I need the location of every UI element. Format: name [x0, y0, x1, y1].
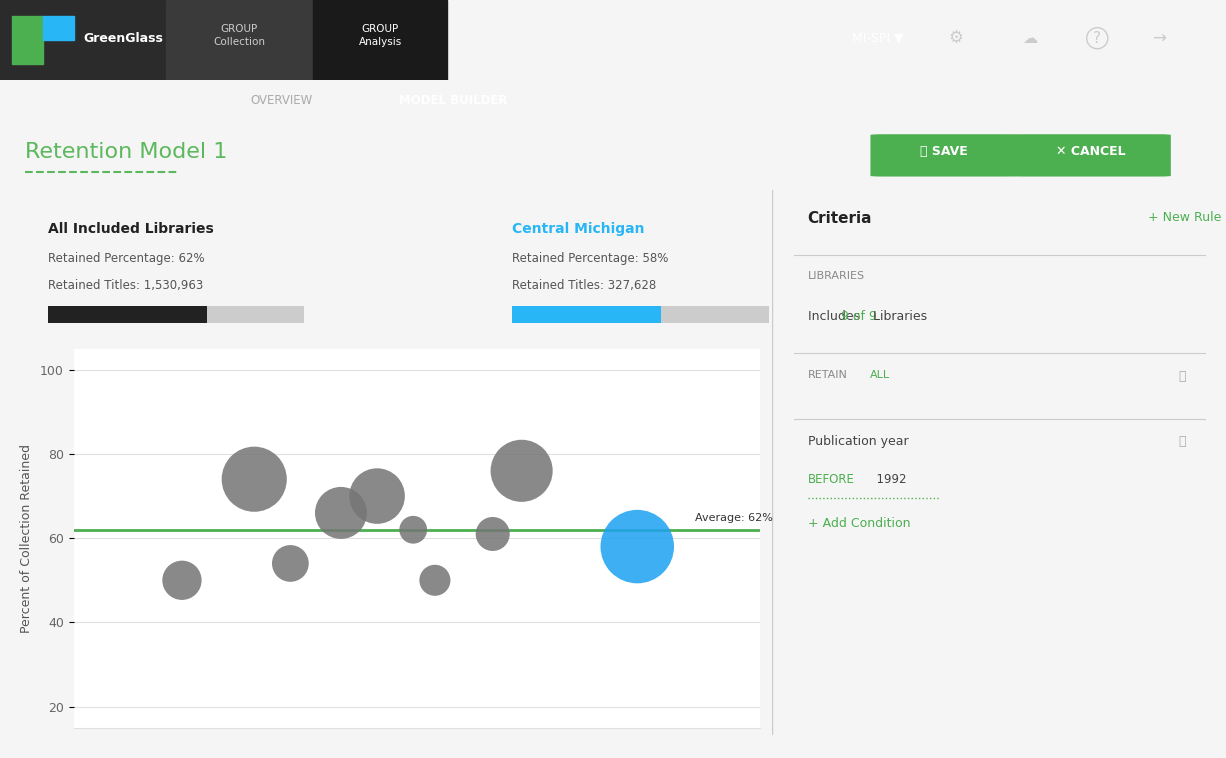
Text: 1992: 1992: [869, 473, 907, 487]
Text: Includes: Includes: [808, 309, 864, 323]
Bar: [512, 306, 661, 323]
Text: Criteria: Criteria: [808, 211, 872, 227]
Text: ☁: ☁: [1022, 31, 1037, 45]
Point: [511, 465, 531, 477]
Text: RETAIN: RETAIN: [808, 370, 847, 380]
Point: [331, 507, 351, 519]
Bar: [12, 16, 43, 64]
Text: LIBRARIES: LIBRARIES: [808, 271, 864, 281]
Point: [172, 575, 191, 587]
Text: Retained Titles: 327,628: Retained Titles: 327,628: [512, 279, 656, 292]
Point: [368, 490, 387, 502]
Text: Retention Model 1: Retention Model 1: [25, 142, 227, 162]
Bar: [48, 306, 207, 323]
Text: GreenGlass: GreenGlass: [83, 32, 163, 45]
Text: 🗑: 🗑: [1178, 435, 1186, 448]
Y-axis label: Percent of Collection Retained: Percent of Collection Retained: [20, 443, 33, 633]
Bar: [661, 306, 770, 323]
Text: 🔖 SAVE: 🔖 SAVE: [921, 146, 967, 158]
Text: ALL: ALL: [869, 370, 890, 380]
Text: 🗑: 🗑: [1178, 370, 1186, 383]
Bar: [0, 0, 166, 80]
Text: Central Michigan: Central Michigan: [512, 221, 645, 236]
Text: Retained Percentage: 58%: Retained Percentage: 58%: [512, 252, 668, 265]
Text: + Add Condition: + Add Condition: [808, 517, 910, 530]
Text: All Included Libraries: All Included Libraries: [48, 221, 213, 236]
Point: [403, 524, 423, 536]
Text: MI-SPI ▼: MI-SPI ▼: [852, 32, 904, 45]
Text: Libraries: Libraries: [869, 309, 928, 323]
Bar: [313, 0, 447, 80]
FancyBboxPatch shape: [1011, 134, 1171, 177]
Point: [244, 473, 264, 485]
Point: [628, 540, 647, 553]
Point: [281, 557, 300, 569]
Text: GROUP
Analysis: GROUP Analysis: [358, 24, 402, 48]
Point: [425, 575, 445, 587]
Text: ⚙: ⚙: [949, 30, 964, 47]
Text: Retained Percentage: 62%: Retained Percentage: 62%: [48, 252, 205, 265]
FancyBboxPatch shape: [870, 134, 1018, 177]
Text: GROUP
Collection: GROUP Collection: [213, 24, 265, 48]
Bar: [43, 16, 74, 40]
Text: OVERVIEW: OVERVIEW: [251, 94, 313, 107]
Text: BEFORE: BEFORE: [808, 473, 855, 487]
Bar: [207, 306, 304, 323]
Text: →: →: [1151, 30, 1166, 47]
Text: + New Rule: + New Rule: [1148, 211, 1221, 224]
Text: Publication year: Publication year: [808, 435, 908, 448]
Text: ✕ CANCEL: ✕ CANCEL: [1057, 146, 1125, 158]
Text: MODEL BUILDER: MODEL BUILDER: [400, 94, 508, 107]
Text: ?: ?: [1094, 31, 1101, 45]
Bar: [166, 0, 313, 80]
Text: Retained Titles: 1,530,963: Retained Titles: 1,530,963: [48, 279, 204, 292]
Text: Average: 62%: Average: 62%: [695, 513, 772, 524]
Point: [483, 528, 503, 540]
Text: 9 of 9: 9 of 9: [841, 309, 877, 323]
